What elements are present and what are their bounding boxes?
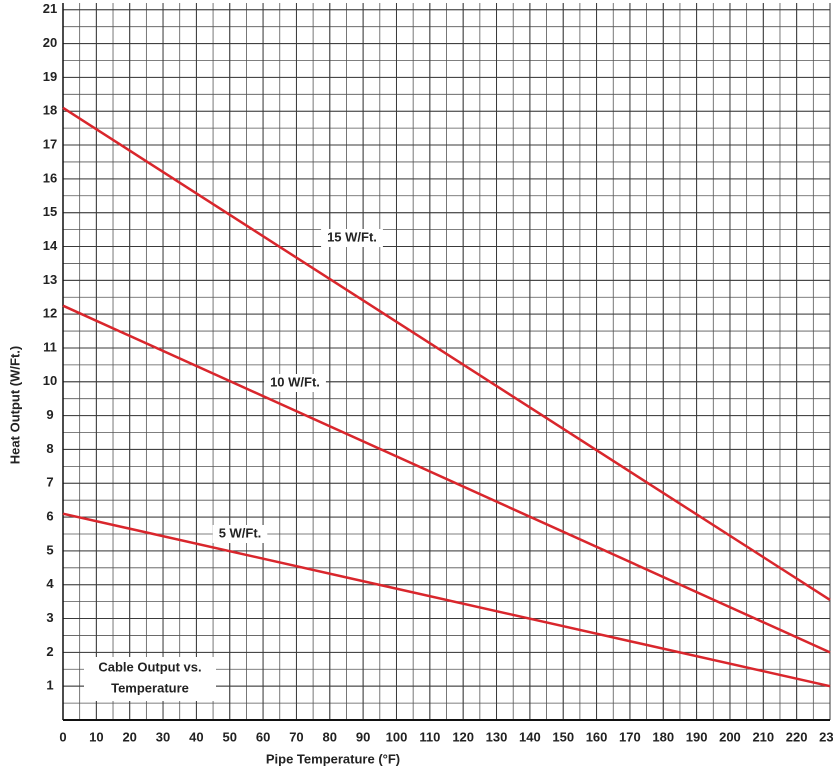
y-axis-label: Heat Output (W/Ft.) [7, 346, 22, 464]
x-tick-label: 200 [719, 729, 741, 744]
series-label-bg [264, 374, 326, 392]
x-tick-label: 100 [386, 729, 408, 744]
y-tick-label: 8 [46, 441, 53, 456]
y-tick-label: 16 [43, 170, 57, 185]
x-tick-label: 210 [752, 729, 774, 744]
series-label-group: 15 W/Ft. [321, 229, 383, 247]
x-tick-label: 230 [819, 729, 833, 744]
series-label: 10 W/Ft. [270, 374, 320, 389]
series-label: 15 W/Ft. [327, 229, 377, 244]
x-tick-label: 20 [122, 729, 136, 744]
annotation-text: Temperature [111, 680, 189, 695]
y-tick-label: 1 [46, 678, 53, 693]
y-tick-label: 20 [43, 35, 57, 50]
x-tick-label: 120 [452, 729, 474, 744]
x-axis-label: Pipe Temperature (°F) [266, 751, 400, 766]
x-tick-label: 50 [223, 729, 237, 744]
annotation-text: Cable Output vs. [98, 659, 201, 674]
series-label-group: 5 W/Ft. [212, 525, 268, 543]
y-tick-label: 17 [43, 136, 57, 151]
series-line [62, 304, 831, 654]
y-tick-label: 14 [43, 238, 58, 253]
y-tick-label: 7 [46, 475, 53, 490]
x-tick-label: 40 [189, 729, 203, 744]
x-tick-label: 30 [156, 729, 170, 744]
y-tick-label: 21 [43, 1, 57, 16]
series-label-bg [212, 525, 268, 543]
y-tick-label: 19 [43, 69, 57, 84]
y-tick-label: 5 [46, 542, 53, 557]
y-tick-label: 2 [46, 644, 53, 659]
y-tick-label: 4 [46, 576, 54, 591]
x-tick-label: 130 [486, 729, 508, 744]
series-label: 5 W/Ft. [219, 525, 262, 540]
x-tick-label: 10 [89, 729, 103, 744]
y-tick-label: 13 [43, 272, 57, 287]
x-tick-label: 140 [519, 729, 541, 744]
x-tick-label: 70 [289, 729, 303, 744]
x-tick-label: 220 [786, 729, 808, 744]
x-tick-label: 110 [419, 729, 440, 744]
x-tick-label: 0 [59, 729, 66, 744]
series-line [62, 512, 831, 688]
series-label-bg [321, 229, 383, 247]
y-tick-label: 12 [43, 306, 57, 321]
x-tick-label: 160 [586, 729, 608, 744]
x-tick-label: 190 [686, 729, 708, 744]
y-tick-label: 10 [43, 373, 57, 388]
series-label-group: 10 W/Ft. [264, 374, 326, 392]
annotation: Cable Output vs. Temperature [84, 657, 216, 701]
y-tick-label: 9 [46, 407, 53, 422]
y-tick-label: 3 [46, 610, 53, 625]
annotation-bg [84, 657, 216, 701]
y-tick-label: 18 [43, 103, 57, 118]
x-tick-label: 90 [356, 729, 370, 744]
x-tick-label: 180 [652, 729, 674, 744]
y-tick-label: 6 [46, 509, 53, 524]
x-tick-label: 170 [619, 729, 641, 744]
x-tick-label: 60 [256, 729, 270, 744]
y-tick-label: 11 [43, 339, 57, 354]
y-tick-label: 15 [43, 204, 57, 219]
x-tick-label: 150 [552, 729, 574, 744]
x-tick-label: 80 [323, 729, 337, 744]
series-line [62, 106, 831, 601]
